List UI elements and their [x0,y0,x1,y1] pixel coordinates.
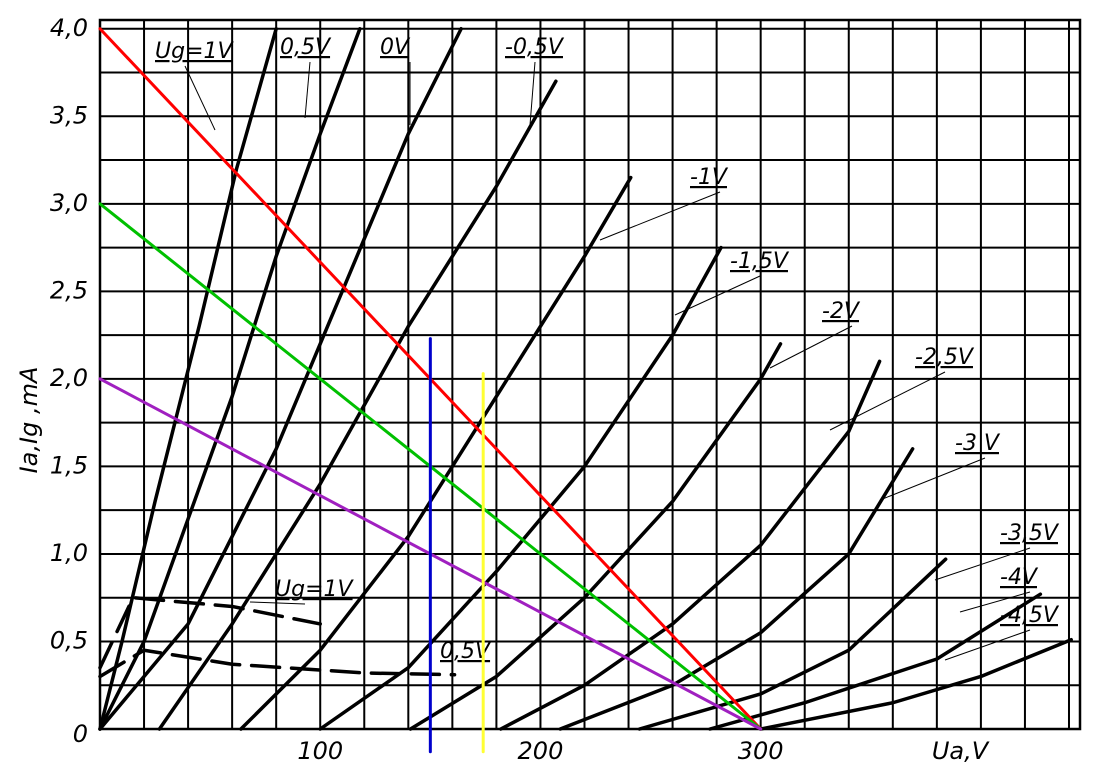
curve-label: -0,5V [505,35,565,60]
plate-curve [98,27,362,731]
leader-line [769,325,853,369]
leader-line [879,457,986,501]
plate-curve [239,175,633,731]
plate-curve [318,245,723,731]
curve-label: -1,5V [730,249,790,274]
curve-label: 0V [380,35,411,60]
leader-line [829,371,946,431]
y-tick-label: 1,0 [50,539,88,567]
curve-label: -4,5V [1000,603,1060,628]
leader-line [529,61,536,126]
y-tick-label: 3,0 [50,189,88,217]
plate-curve [408,342,783,731]
plate-curve [708,592,1043,731]
leader-line [249,601,306,605]
y-tick-label: 1,5 [50,451,88,479]
y-tick-label: 2,0 [50,364,88,392]
plate-curve [637,557,948,731]
plate-curve [98,27,278,731]
x-tick-label: 100 [297,737,343,765]
plate-curve [157,79,558,731]
y-tick-label: 0,5 [50,626,88,654]
y-tick-label: 0 [73,720,88,748]
curve-label: Ug=1V [155,39,234,64]
curve-label: -2,5V [915,345,975,370]
leader-line [184,65,216,131]
plate-curve [758,637,1073,731]
leader-line [599,191,721,241]
leader-line [959,591,1031,613]
y-tick-label: 2,5 [50,276,88,304]
plate-curve [499,359,882,731]
curve-label: -4V [1000,565,1039,590]
curve-label: -2V [822,299,861,324]
plate-curve [558,447,915,731]
curve-label: -3 V [955,431,1001,456]
curve-label: -3,5V [1000,521,1060,546]
curve-label: Ug=1V [275,577,354,602]
curve-label: 0,5V [280,35,332,60]
x-tick-label: 300 [738,737,784,765]
y-tick-label: 4,0 [50,14,88,42]
x-axis-label: Ua,V [932,737,990,765]
leader-line [674,275,761,316]
leader-line [944,629,1031,661]
x-tick-label: 200 [518,737,564,765]
grid-current-curve [98,595,322,670]
curve-label: -1V [690,165,729,190]
grid-current-curve [98,648,457,679]
y-axis-label: Ia,Ig ,mA [15,367,43,474]
y-tick-label: 3,5 [50,101,88,129]
leader-line [934,547,1031,581]
leader-line [304,61,311,119]
plate-curve [98,27,463,731]
